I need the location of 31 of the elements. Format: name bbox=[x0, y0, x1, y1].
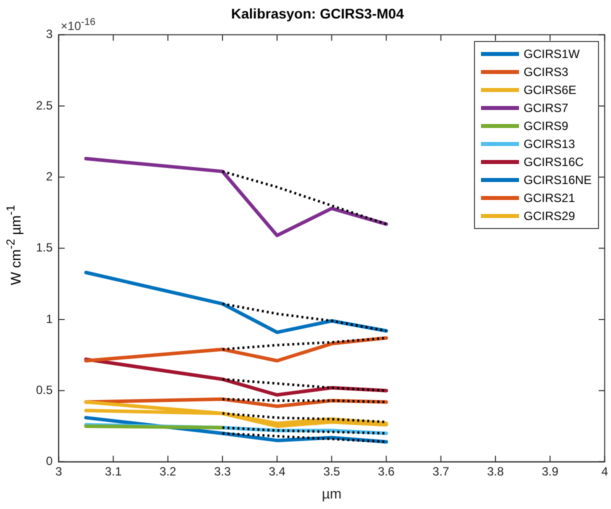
legend-label: GCIRS29 bbox=[524, 208, 576, 223]
x-tick-label: 3.7 bbox=[432, 464, 450, 478]
y-tick-label: 1.5 bbox=[36, 240, 53, 255]
x-tick-label: 3.8 bbox=[487, 464, 504, 478]
legend-label: GCIRS1W bbox=[524, 46, 580, 61]
x-tick-label: 3.1 bbox=[104, 464, 122, 478]
y-tick-label: 3 bbox=[46, 27, 53, 42]
x-tick-label: 3.2 bbox=[160, 464, 177, 478]
legend-label: GCIRS6E bbox=[524, 82, 576, 97]
legend-label: GCIRS9 bbox=[524, 118, 568, 133]
y-tick-label: 2 bbox=[46, 169, 53, 184]
legend-label: GCIRS3 bbox=[524, 64, 568, 79]
x-axis-title: µm bbox=[322, 485, 342, 502]
x-tick-label: 3.6 bbox=[378, 464, 395, 478]
text: ×10$^{-16}$ bbox=[60, 16, 96, 33]
legend-label: GCIRS13 bbox=[524, 136, 576, 151]
chart-title: Kalibrasyon: GCIRS3-M04 bbox=[231, 5, 404, 22]
legend-label: GCIRS7 bbox=[524, 100, 568, 115]
y-tick-label: 0.5 bbox=[36, 382, 53, 397]
x-tick-label: 3 bbox=[55, 464, 62, 478]
legend-label: GCIRS16C bbox=[524, 154, 584, 169]
legend-label: GCIRS16NE bbox=[524, 172, 592, 187]
x-tick-label: 3.9 bbox=[542, 464, 559, 478]
x-tick-label: 3.5 bbox=[323, 464, 340, 478]
y-tick-label: 0 bbox=[46, 454, 53, 468]
y-tick-label: 1 bbox=[46, 312, 53, 326]
x-tick-label: 4 bbox=[601, 464, 608, 478]
legend-label: GCIRS21 bbox=[524, 190, 576, 205]
x-tick-label: 3.4 bbox=[268, 464, 286, 478]
x-tick-label: 3.3 bbox=[214, 464, 232, 478]
y-tick-label: 2.5 bbox=[36, 98, 53, 112]
